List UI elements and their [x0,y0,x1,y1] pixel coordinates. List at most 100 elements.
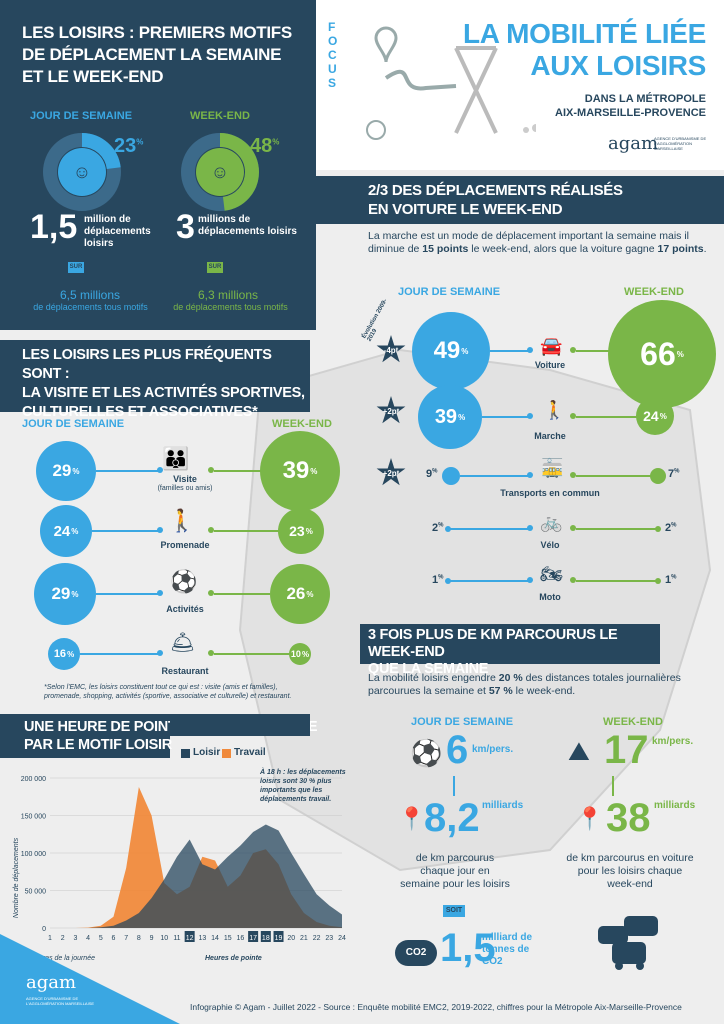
mode-marche-weekend: 24% [636,397,674,435]
mode-transports-weekend-value: 7% [668,468,680,480]
header-logo: agam [608,133,659,154]
weekend-bn-unit: milliards [654,800,696,811]
mode-moto-weekday-value: 1% [432,574,444,586]
connector [490,350,530,352]
activities-heading: LES LOISIRS LES PLUS FRÉQUENTS SONT : LA… [0,340,310,420]
activities-weekday-label: JOUR DE SEMAINE [22,418,125,430]
x-tick-label: 15 [224,935,232,942]
weekend-label: WEEK-END [190,110,250,122]
x-tick-label: 8 [137,935,141,942]
x-tick-label: 4 [86,935,90,942]
route-icon-weekday: 📍 [398,806,426,831]
x-tick-label: 14 [211,935,219,942]
landscape-icon: ⛰ [568,736,590,766]
weekday-label: JOUR DE SEMAINE [30,110,133,122]
svg-text:☺: ☺ [73,162,91,182]
connector-dot [570,472,576,478]
connector [482,416,530,418]
mode-transports-weekend [650,468,666,484]
km-intro: La mobilité loisirs engendre 20 % des di… [368,672,681,697]
x-tick-label: 24 [338,935,346,942]
weekend-total-caption: de déplacements tous motifs [173,302,288,312]
y-tick-label: 100 000 [21,851,46,858]
activity-visite-weekday: 29% [36,441,96,501]
weekday-bn: 8,2 [424,796,480,840]
x-tick-label: 20 [287,935,295,942]
activity-sub-visite: (familles ou amis) [157,485,213,492]
x-tick-label: 16 [237,935,245,942]
cloche-icon: 🛎 [170,632,196,654]
map-background [238,348,712,872]
activity-activites-weekday: 29% [34,563,96,625]
km-heading: 3 FOIS PLUS DE KM PARCOURUS LE WEEK-END … [360,624,660,677]
svg-text:☺: ☺ [211,162,229,182]
mode-voiture-weekday: 49% [412,312,490,390]
x-tick-label: 22 [313,935,321,942]
connector-dot [570,577,576,583]
x-tick-label: 2 [61,935,65,942]
connector [576,475,652,477]
connector-dot [157,650,163,656]
activity-visite-weekend: 39% [260,431,340,511]
connector [80,653,160,655]
connector [576,416,638,418]
mode-label-marche: Marche [534,431,566,441]
activity-label-restaurant: Restaurant [161,666,209,676]
x-tick-label: 3 [73,935,77,942]
connector [214,530,280,532]
activity-label-promenade: Promenade [160,540,210,550]
activity-label-activites: Activités [166,604,204,614]
mode-velo-weekend [655,526,661,532]
weekday-km-caption: de km parcourus chaque jour en semaine p… [400,852,510,890]
y-tick-label: 200 000 [21,776,46,783]
legend-loisir: Loisir [193,747,221,758]
connector [214,470,262,472]
weekend-pct: 48% [250,135,280,157]
connector-dot [527,525,533,531]
mode-velo-weekend-value: 2% [665,522,677,534]
weekend-bn: 38 [606,796,651,840]
connector-dot [527,347,533,353]
legend-swatch-loisir [181,749,190,758]
connector-dot [570,347,576,353]
arrow-down-weekend [612,776,614,796]
activity-label-visite: Visite [173,474,197,484]
walk-icon: 🚶 [543,400,566,420]
connector-dot [570,413,576,419]
soccer-ball-icon: ⚽ [410,738,443,768]
connector-dot [208,527,214,533]
header-panel: FOCUS LA MOBILITÉ LIÉE AUX LOISIRS DANS … [316,0,724,170]
weekday-pct: 23% [114,135,144,157]
weekday-km: 6 [446,728,469,772]
peak-hour-box [260,931,271,942]
km-weekday-label: JOUR DE SEMAINE [411,716,514,728]
activity-activites-weekend: 26% [270,564,330,624]
x-tick-label: 13 [198,935,206,942]
modes-heading: 2/3 DES DÉPLACEMENTS RÉALISÉS EN VOITURE… [316,176,724,224]
mode-label-transports: Transports en commun [500,488,600,498]
mode-marche-weekday: 39% [418,385,482,449]
activity-promenade-weekend: 23% [278,508,324,554]
motorbike-icon: 🏍 [540,564,563,584]
connector [576,580,656,582]
header-title: LA MOBILITÉ LIÉE AUX LOISIRS [462,18,706,81]
bus-icon: 🚋 [541,458,564,478]
rush-heading-ext [170,714,310,736]
panel-title: LES LOISIRS : PREMIERS MOTIFS DE DÉPLACE… [22,23,292,86]
weekday-total-caption: de déplacements tous motifs [33,302,148,312]
connector-dot [208,590,214,596]
connector-dot [527,413,533,419]
x-tick-label: 17 [249,935,257,942]
weekday-big-text: million de déplacements loisirs [84,214,151,249]
peak-hour-box [273,931,284,942]
x-tick-label: 7 [124,935,128,942]
connector [96,593,160,595]
connector [450,580,530,582]
mode-label-velo: Vélo [540,540,560,550]
header-logo-sub: AGENCE D'URBANISME DE L'AGGLOMÉRATION MA… [654,136,707,151]
weekday-donut: ☺ [43,133,121,211]
weekday-big-number: 1,5 [30,208,78,246]
x-tick-label: 21 [300,935,308,942]
connector [214,653,290,655]
soit-badge: SOIT [443,905,465,917]
